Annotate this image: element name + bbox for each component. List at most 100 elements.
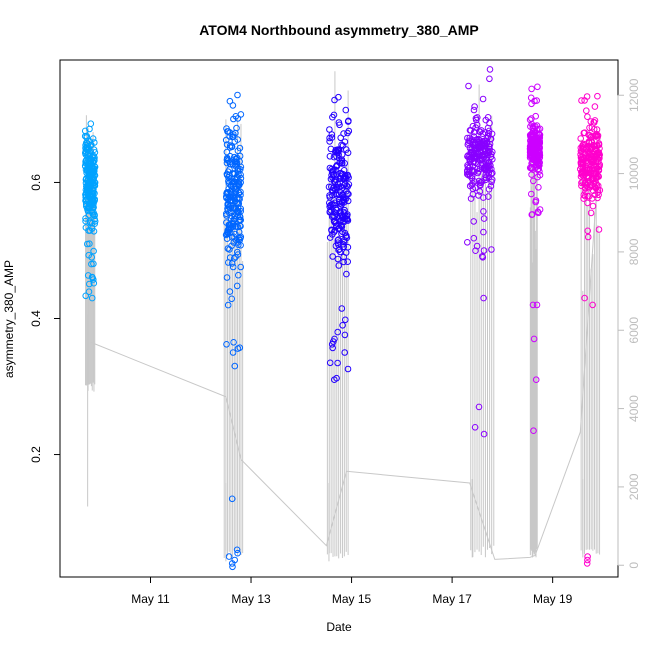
data-point bbox=[228, 242, 235, 250]
data-point bbox=[223, 235, 231, 242]
data-point bbox=[225, 174, 232, 181]
data-point bbox=[232, 162, 239, 170]
data-point bbox=[325, 183, 333, 191]
secondary-y-tick-label: 6000 bbox=[627, 317, 641, 344]
data-point bbox=[326, 134, 333, 142]
data-point-outlier bbox=[584, 553, 591, 560]
data-point bbox=[226, 221, 233, 228]
data-point bbox=[472, 144, 480, 152]
data-point bbox=[532, 112, 540, 120]
data-point bbox=[235, 216, 243, 224]
data-point bbox=[474, 114, 481, 121]
data-point bbox=[488, 176, 496, 183]
data-point bbox=[480, 228, 487, 236]
data-point-outlier bbox=[583, 560, 591, 567]
data-point bbox=[233, 156, 240, 163]
data-point bbox=[581, 155, 588, 162]
data-point-outlier bbox=[530, 335, 538, 343]
data-point bbox=[579, 145, 587, 153]
data-point bbox=[532, 136, 540, 143]
data-point bbox=[85, 170, 93, 177]
data-point bbox=[82, 292, 89, 300]
data-point bbox=[469, 163, 477, 170]
data-point bbox=[223, 141, 231, 148]
data-point bbox=[464, 239, 471, 246]
data-point bbox=[226, 246, 233, 253]
data-point bbox=[326, 126, 333, 133]
data-point-outlier bbox=[480, 247, 488, 254]
data-point bbox=[224, 301, 232, 309]
data-point bbox=[584, 233, 592, 241]
data-point bbox=[338, 201, 345, 208]
data-point bbox=[84, 176, 92, 184]
data-point bbox=[234, 207, 241, 215]
data-point bbox=[230, 192, 237, 200]
data-point bbox=[329, 202, 337, 209]
data-point bbox=[485, 186, 493, 193]
data-point bbox=[585, 155, 593, 162]
data-point bbox=[82, 217, 89, 225]
data-point bbox=[87, 120, 95, 127]
points-layer bbox=[81, 66, 604, 571]
data-point bbox=[326, 164, 334, 172]
data-point bbox=[529, 211, 536, 218]
data-point bbox=[329, 253, 337, 260]
data-point-outlier bbox=[480, 430, 488, 438]
data-point bbox=[91, 212, 98, 219]
data-point bbox=[338, 305, 346, 312]
data-point bbox=[595, 191, 602, 199]
data-point bbox=[227, 202, 234, 209]
data-point bbox=[344, 183, 352, 190]
data-point bbox=[237, 171, 244, 179]
count-line bbox=[90, 134, 601, 560]
data-point bbox=[224, 190, 231, 198]
data-point bbox=[578, 169, 585, 176]
data-point bbox=[339, 184, 347, 191]
y-axis-label: asymmetry_380_AMP bbox=[2, 260, 16, 378]
data-point-outlier bbox=[229, 349, 237, 356]
data-point bbox=[326, 153, 334, 160]
data-point-outlier bbox=[479, 253, 487, 261]
data-point bbox=[584, 227, 592, 235]
data-point bbox=[336, 245, 343, 253]
x-tick-label: May 19 bbox=[533, 592, 573, 606]
cluster-6 bbox=[577, 92, 604, 567]
y-tick-label: 0.4 bbox=[29, 310, 43, 327]
data-point bbox=[486, 66, 494, 73]
data-point bbox=[82, 193, 89, 201]
data-point bbox=[337, 217, 344, 225]
data-point-outlier bbox=[584, 556, 591, 564]
data-point bbox=[333, 148, 340, 156]
data-point bbox=[577, 151, 584, 158]
data-point bbox=[470, 234, 478, 242]
data-point-outlier bbox=[581, 294, 588, 302]
data-point bbox=[344, 217, 352, 224]
data-point bbox=[464, 163, 472, 171]
data-point bbox=[336, 248, 344, 256]
data-point bbox=[580, 191, 588, 199]
data-point bbox=[233, 282, 241, 290]
data-point bbox=[236, 195, 243, 203]
data-point bbox=[345, 127, 353, 135]
data-point bbox=[532, 197, 540, 204]
data-point bbox=[329, 344, 337, 352]
data-point bbox=[485, 149, 493, 156]
data-point bbox=[88, 164, 96, 172]
data-point-outlier bbox=[339, 322, 346, 329]
data-point bbox=[342, 233, 350, 240]
data-point bbox=[477, 181, 484, 188]
data-point bbox=[340, 253, 348, 261]
data-point-outlier bbox=[331, 376, 338, 384]
data-point-outlier bbox=[88, 253, 95, 261]
data-point-outlier bbox=[471, 424, 479, 431]
data-point bbox=[341, 138, 349, 146]
data-point bbox=[468, 153, 475, 161]
data-point-outlier bbox=[533, 301, 541, 309]
y-tick-label: 0.2 bbox=[29, 446, 43, 463]
data-point bbox=[489, 169, 496, 177]
data-point bbox=[330, 111, 338, 119]
data-point bbox=[90, 146, 98, 153]
data-point-outlier bbox=[334, 328, 342, 336]
data-point bbox=[467, 149, 475, 157]
data-point bbox=[236, 213, 244, 220]
